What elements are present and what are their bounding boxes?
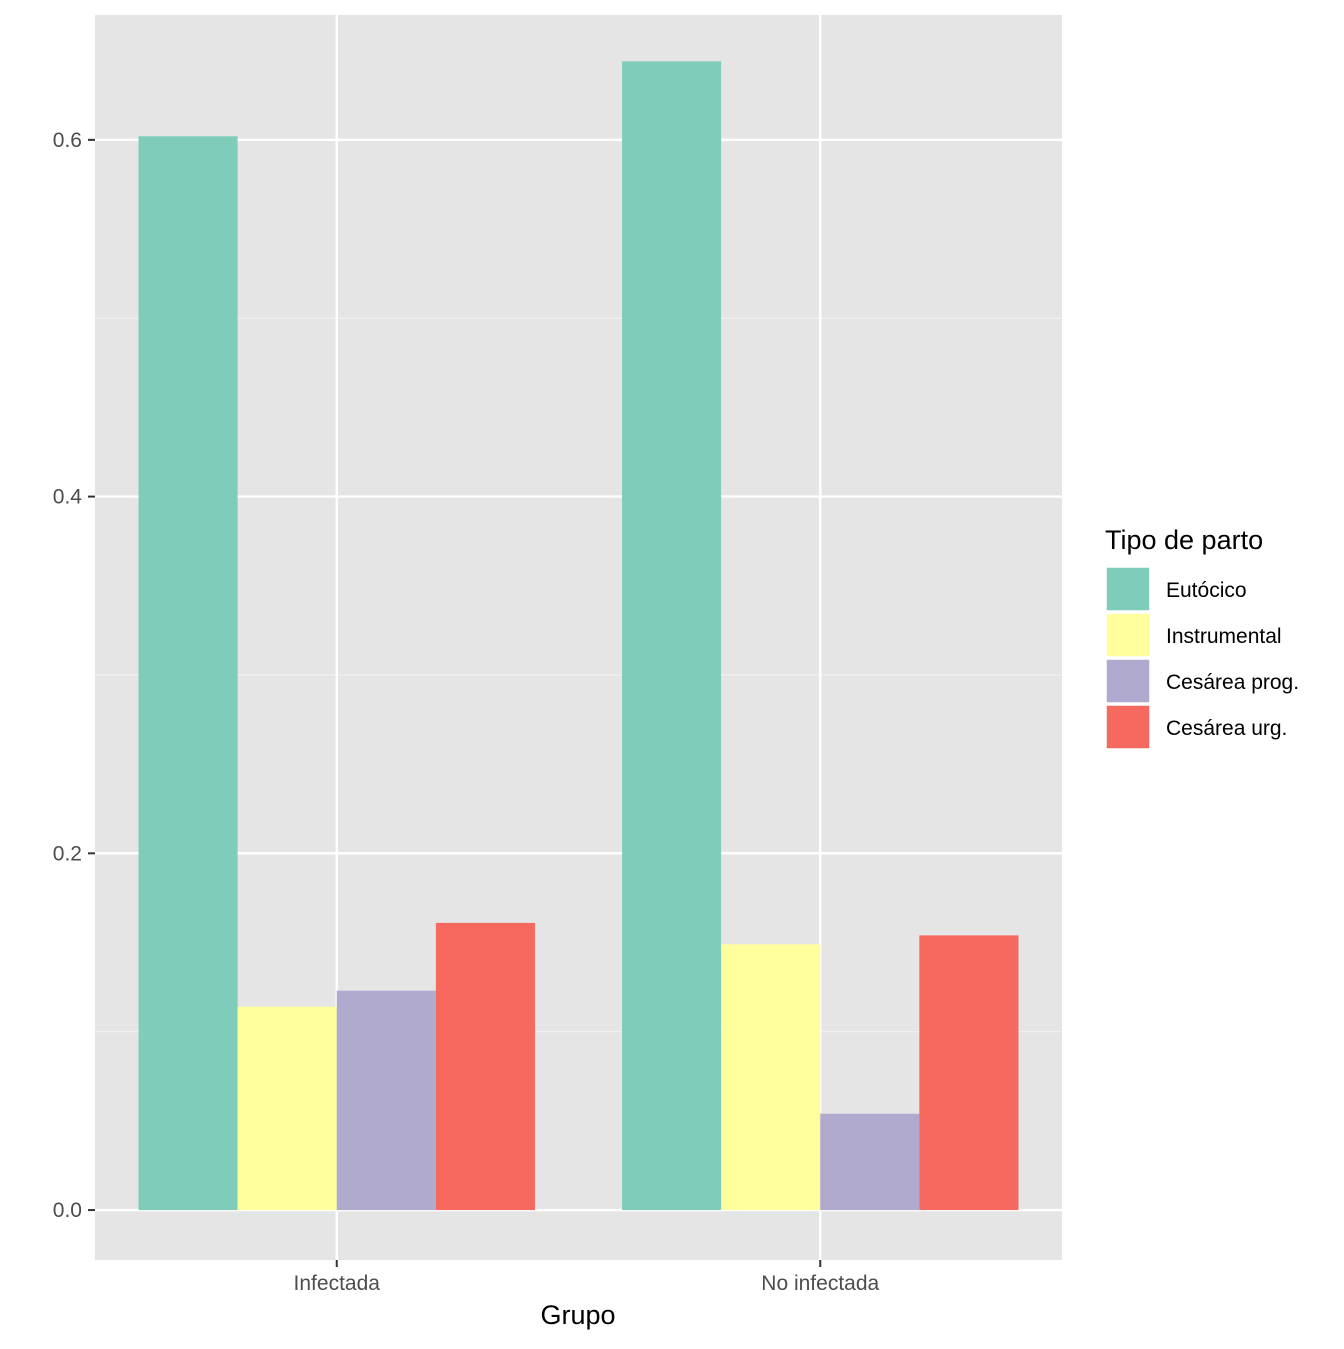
- legend-key: [1105, 658, 1151, 704]
- legend-item-label: Eutócico: [1166, 579, 1247, 602]
- y-tick-label: 0.0: [53, 1199, 82, 1222]
- bar: [336, 990, 436, 1211]
- y-tick-label: 0.6: [53, 129, 82, 152]
- bar: [919, 935, 1019, 1211]
- bar: [622, 61, 722, 1211]
- bar: [237, 1006, 337, 1211]
- bars: [138, 61, 1019, 1211]
- bar: [721, 944, 821, 1211]
- legend-item-label: Cesárea urg.: [1166, 717, 1287, 740]
- y-tick-label: 0.4: [53, 486, 83, 509]
- legend: Tipo de parto Eutócico Instrumental Cesáre…: [1105, 525, 1299, 750]
- axes: 0.0 0.2 0.4 0.6 Infectada No infectada: [53, 129, 880, 1295]
- bar: [138, 136, 238, 1211]
- bar: [435, 922, 535, 1211]
- legend-item-label: Instrumental: [1166, 625, 1282, 648]
- legend-key: [1105, 704, 1151, 750]
- x-axis-title: Grupo: [540, 1300, 615, 1330]
- x-tick-label: No infectada: [761, 1272, 879, 1295]
- y-tick-label: 0.2: [53, 842, 82, 865]
- legend-key: [1105, 566, 1151, 612]
- x-tick-label: Infectada: [294, 1272, 381, 1295]
- bar: [820, 1113, 920, 1211]
- legend-item-label: Cesárea prog.: [1166, 671, 1299, 694]
- legend-title: Tipo de parto: [1105, 525, 1263, 555]
- legend-key: [1105, 612, 1151, 658]
